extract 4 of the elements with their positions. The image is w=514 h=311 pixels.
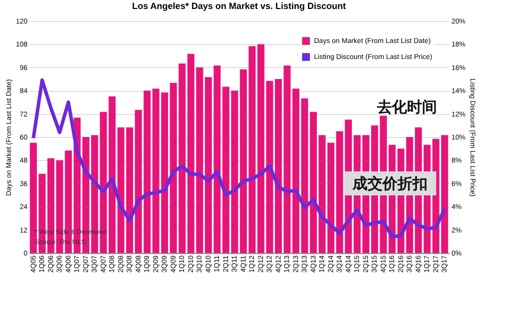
annotation: 成交价折扣 bbox=[352, 174, 428, 192]
annotation: 去化时间 bbox=[376, 98, 437, 116]
chart-title: Los Angeles* Days on Market vs. Listing Discount bbox=[132, 1, 346, 11]
line-series bbox=[32, 78, 446, 239]
